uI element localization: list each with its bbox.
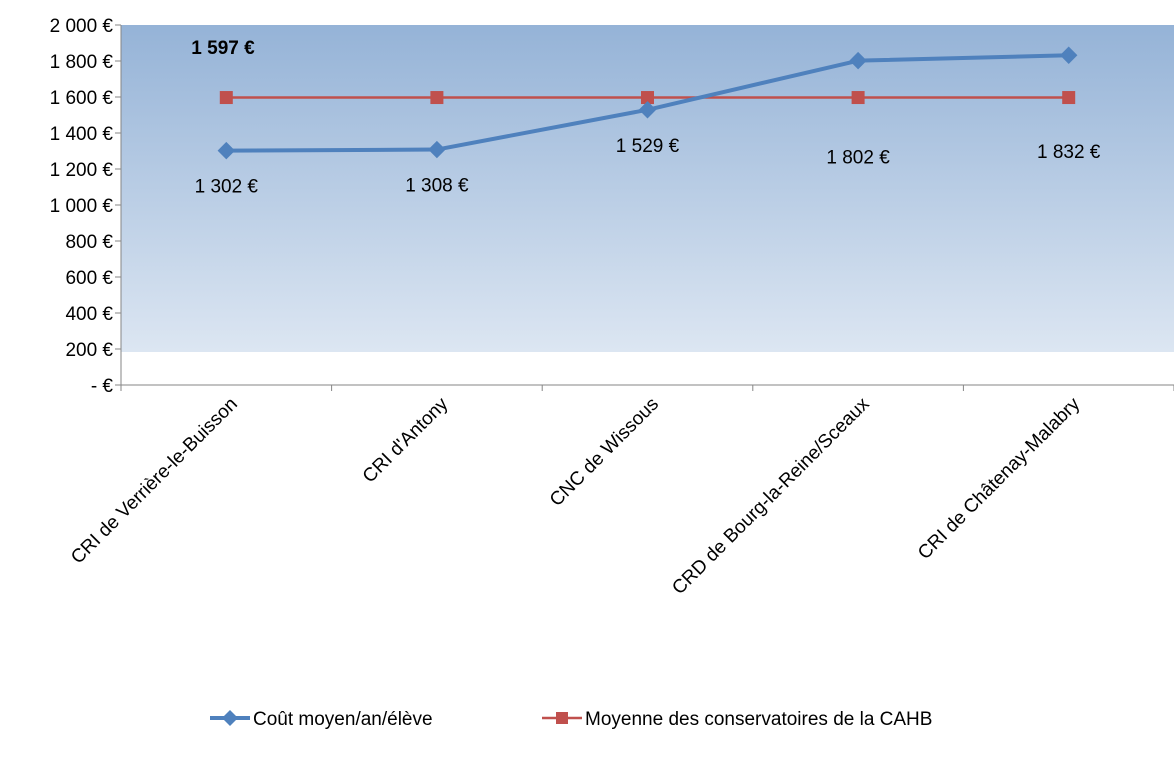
y-tick-label: 2 000 € bbox=[50, 16, 114, 37]
cost-point bbox=[428, 140, 446, 159]
average-point bbox=[1062, 91, 1076, 105]
data-label: 1 802 € bbox=[826, 148, 890, 169]
y-tick-label: - € bbox=[91, 376, 114, 397]
data-labels: 1 302 € 1 308 € 1 529 € 1 802 € 1 832 € bbox=[195, 136, 1101, 198]
y-tick-label: 1 200 € bbox=[50, 160, 114, 181]
x-tick-label: CRI de Châtenay-Malabry bbox=[914, 393, 1085, 564]
y-tick-label: 600 € bbox=[65, 268, 113, 289]
y-tick-label: 1 800 € bbox=[50, 52, 114, 73]
average-point bbox=[219, 91, 233, 105]
cost-point bbox=[1059, 46, 1078, 64]
cost-point bbox=[849, 51, 867, 70]
data-label: 1 832 € bbox=[1037, 142, 1101, 163]
data-label: 1 308 € bbox=[405, 176, 469, 197]
cost-point bbox=[217, 141, 236, 160]
y-tick-label: 400 € bbox=[65, 304, 113, 325]
legend-diamond-marker bbox=[222, 710, 238, 726]
x-tick-label: CRI de Verrière-le-Buisson bbox=[67, 394, 242, 569]
x-tick-label: CRI d'Antony bbox=[359, 393, 453, 487]
data-label: 1 302 € bbox=[195, 177, 259, 198]
legend-label-average: Moyenne des conservatoires de la CAHB bbox=[585, 709, 932, 730]
y-tick-label: 1 000 € bbox=[50, 196, 114, 217]
y-tick-label: 800 € bbox=[65, 232, 113, 253]
average-annotation: 1 597 € bbox=[191, 38, 255, 59]
average-point bbox=[851, 91, 865, 105]
data-label: 1 529 € bbox=[616, 136, 680, 157]
cost-point bbox=[638, 101, 657, 119]
average-point bbox=[430, 91, 444, 105]
x-tick-label: CRD de Bourg-la-Reine/Sceaux bbox=[668, 393, 874, 599]
legend: Coût moyen/an/élève Moyenne des conservat… bbox=[210, 709, 932, 730]
plot-area-background bbox=[121, 25, 1174, 352]
legend-square-marker bbox=[556, 712, 568, 724]
y-tick-label: 200 € bbox=[65, 340, 113, 361]
legend-label-cost: Coût moyen/an/élève bbox=[253, 709, 433, 730]
y-tick-label: 1 400 € bbox=[50, 124, 114, 145]
series-markers bbox=[217, 46, 1078, 160]
y-tick-label: 1 600 € bbox=[50, 88, 114, 109]
x-tick-label: CNC de Wissous bbox=[546, 394, 663, 511]
